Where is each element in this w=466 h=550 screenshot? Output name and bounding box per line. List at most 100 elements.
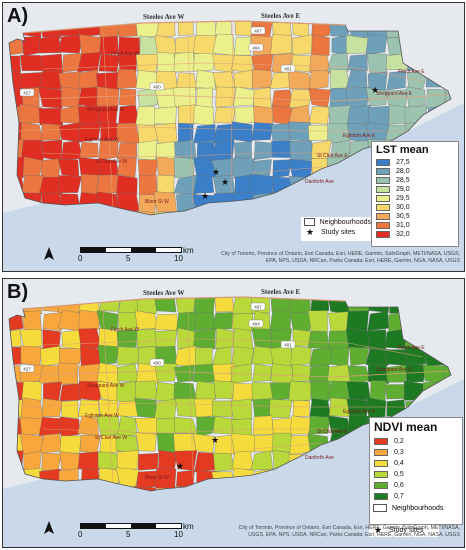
neighbourhood-polygon bbox=[58, 175, 82, 193]
highway-shield-icon: 400 bbox=[149, 82, 165, 91]
neighbourhood-polygon bbox=[251, 346, 274, 365]
neighbourhood-polygon bbox=[155, 21, 176, 38]
ndvi-legend: NDVI mean 0,2 0,3 0,4 0,5 0,6 0,7 Neighbourho… bbox=[369, 417, 463, 525]
road-label: Finch Ave W bbox=[111, 51, 139, 57]
scale-unit: km bbox=[183, 246, 194, 255]
study-site-star-icon: ★ bbox=[211, 435, 219, 445]
highway-shield-icon: 400 bbox=[149, 358, 165, 367]
neighbourhood-polygon bbox=[78, 309, 100, 332]
north-arrow: N bbox=[43, 247, 55, 263]
legend-swatch bbox=[374, 493, 388, 500]
road-line bbox=[22, 296, 346, 310]
neighbourhood-polygon bbox=[154, 211, 176, 215]
neighbourhood-polygon bbox=[116, 175, 138, 195]
road-line bbox=[42, 338, 424, 358]
legend-item: 0,5 bbox=[374, 469, 462, 480]
legend-swatch bbox=[376, 159, 390, 166]
legend-value: 0,3 bbox=[394, 449, 404, 456]
neighbourhood-polygon bbox=[233, 36, 251, 56]
svg-text:400: 400 bbox=[153, 361, 161, 366]
highway-shield-icon: 427 bbox=[19, 364, 35, 373]
scale-tick-5: 5 bbox=[126, 530, 131, 539]
neighbourhood-polygon bbox=[39, 176, 63, 196]
neighbourhood-polygon bbox=[116, 142, 137, 160]
neighbourhood-polygon bbox=[79, 141, 99, 159]
scale-tick-0: 0 bbox=[78, 530, 83, 539]
neighbourhood-polygon bbox=[311, 34, 330, 56]
neighbourhood-polygon bbox=[346, 328, 371, 349]
neighbourhood-polygon bbox=[173, 433, 197, 454]
neighbourhood-polygon bbox=[252, 415, 274, 436]
map-panel-lst: Steeles Ave W Steeles Ave E Finch Ave W Fin… bbox=[2, 2, 465, 272]
legend-item: 30,0 bbox=[376, 203, 458, 212]
star-icon: ★ bbox=[373, 525, 383, 535]
neighbourhood-polygon bbox=[211, 400, 234, 418]
neighbourhood-polygon bbox=[9, 55, 21, 73]
neighbourhood-polygon bbox=[57, 34, 83, 54]
legend-item: 28,0 bbox=[376, 167, 458, 176]
neighbourhood-polygon bbox=[365, 34, 388, 55]
neighbourhood-polygon bbox=[193, 52, 217, 72]
neighbourhood-polygon bbox=[97, 451, 120, 470]
neighbourhood-polygon bbox=[212, 33, 235, 56]
legend-swatch bbox=[376, 168, 390, 175]
neighbourhood-polygon bbox=[271, 122, 292, 141]
legend-value: 0,4 bbox=[394, 460, 404, 467]
neighbourhood-polygon bbox=[39, 35, 62, 54]
neighbourhood-polygon bbox=[59, 435, 82, 454]
road-label: Sheppard Ave E bbox=[376, 367, 413, 373]
scale-unit: km bbox=[183, 522, 194, 531]
neighbourhood-polygon bbox=[41, 452, 62, 471]
neighbourhood-polygon bbox=[193, 174, 215, 194]
neighbourhood-swatch bbox=[373, 504, 387, 512]
legend-item: 29,5 bbox=[376, 194, 458, 203]
study-site-star-icon: ★ bbox=[221, 177, 229, 187]
road-line bbox=[252, 442, 324, 450]
study-site-star-icon: ★ bbox=[176, 461, 184, 471]
neighbourhood-polygon bbox=[96, 86, 120, 109]
neighbourhood-polygon bbox=[116, 122, 141, 144]
neighbourhood-polygon bbox=[40, 345, 62, 367]
legend-swatch bbox=[376, 222, 390, 229]
panel-label: A) bbox=[7, 5, 29, 27]
legend-item: 28,5 bbox=[376, 176, 458, 185]
neighbourhood-polygon bbox=[308, 106, 331, 125]
legend-item: 30,5 bbox=[376, 212, 458, 221]
neighbourhood-polygon bbox=[39, 53, 63, 73]
neighbourhood-polygon bbox=[270, 363, 294, 385]
highway-shield-icon: 404 bbox=[248, 43, 264, 52]
highway-shield-icon: 404 bbox=[248, 319, 264, 328]
highway-shield-icon: 407 bbox=[250, 302, 266, 311]
neighbourhood-polygon bbox=[42, 312, 63, 331]
neighbourhood-swatch bbox=[304, 218, 315, 226]
study-sites-label: Study sites bbox=[321, 228, 356, 236]
svg-text:404: 404 bbox=[252, 46, 260, 51]
road-label: Eglinton Ave E bbox=[343, 133, 376, 139]
neighbourhood-polygon bbox=[41, 123, 63, 141]
neighbourhood-polygon bbox=[21, 380, 42, 402]
svg-text:404: 404 bbox=[252, 322, 260, 327]
neighbourhood-polygon bbox=[80, 345, 101, 367]
neighbourhood-polygon bbox=[39, 70, 64, 90]
legend-swatch bbox=[376, 231, 390, 238]
map-attribution: City of Toronto, Province of Ontario, Es… bbox=[238, 525, 460, 538]
map-attribution: City of Toronto, Province of Ontario, Es… bbox=[221, 251, 460, 264]
neighbourhood-polygon bbox=[118, 88, 137, 106]
neighbourhood-polygon bbox=[231, 121, 253, 143]
road-line bbox=[22, 20, 346, 34]
neighbourhood-polygon bbox=[96, 309, 118, 330]
neighbourhood-polygon bbox=[271, 432, 292, 453]
neighbourhood-polygon bbox=[346, 310, 369, 332]
road-line bbox=[230, 298, 234, 470]
neighbourhood-polygon bbox=[291, 364, 312, 382]
panel-label: B) bbox=[7, 281, 29, 303]
neighbourhood-polygon bbox=[156, 52, 177, 74]
road-label: Sheppard Ave W bbox=[87, 107, 125, 113]
neighbourhood-polygon bbox=[367, 329, 387, 350]
road-line bbox=[102, 308, 114, 485]
neighbourhood-polygon bbox=[98, 140, 119, 161]
neighbourhood-polygon bbox=[194, 311, 216, 331]
svg-text:400: 400 bbox=[153, 85, 161, 90]
neighbourhood-polygon bbox=[253, 105, 274, 125]
legend-value: 0,5 bbox=[394, 471, 404, 478]
